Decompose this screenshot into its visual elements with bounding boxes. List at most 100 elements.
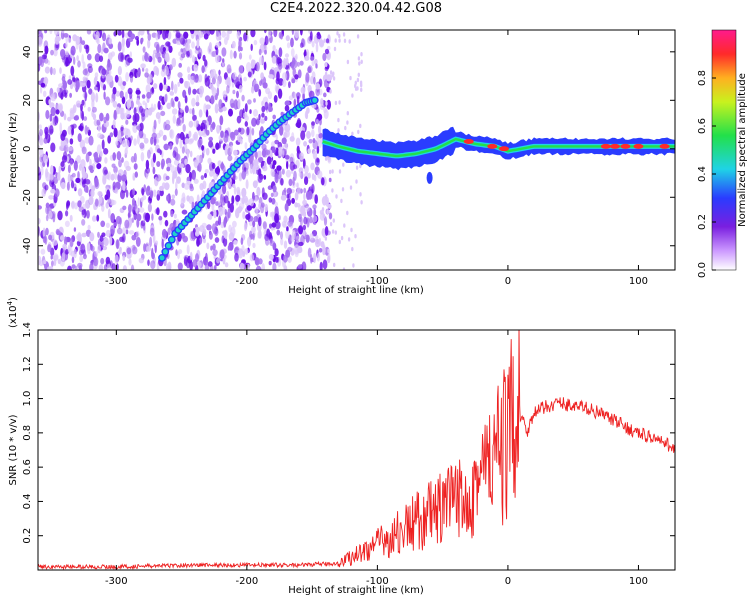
noise-blob [126, 247, 132, 255]
noise-blob [325, 101, 328, 106]
noise-blob [281, 168, 285, 175]
noise-blob [39, 129, 43, 136]
noise-blob [136, 98, 140, 103]
noise-blob [52, 67, 56, 76]
noise-blob [315, 235, 319, 241]
noise-blob [233, 186, 237, 195]
noise-blob [331, 169, 334, 174]
noise-blob [281, 145, 285, 156]
noise-blob [324, 71, 328, 77]
noise-blob [329, 89, 332, 94]
noise-blob [359, 163, 362, 169]
noise-blob [329, 169, 332, 175]
y-tick-label: 20 [22, 94, 33, 107]
noise-blob [86, 30, 92, 35]
x-tick-label: 0 [505, 576, 511, 587]
noise-blob [76, 55, 79, 62]
colorbar-label: Normalized spectral amplitude [737, 73, 748, 227]
noise-blob [216, 30, 219, 37]
noise-blob [222, 106, 227, 112]
noise-blob [84, 124, 88, 135]
noise-blob [112, 100, 118, 108]
noise-blob [310, 75, 314, 85]
noise-blob [270, 141, 276, 148]
noise-blob [271, 198, 276, 205]
noise-blob [79, 255, 84, 263]
noise-blob [234, 252, 239, 262]
noise-blob [186, 148, 190, 159]
noise-blob [201, 65, 205, 74]
noise-blob [155, 174, 162, 182]
noise-blob [283, 265, 288, 270]
x-tick-label: -100 [366, 276, 389, 287]
noise-blob [326, 200, 329, 205]
noise-blob [215, 142, 220, 150]
noise-blob [42, 236, 47, 244]
noise-blob [50, 254, 53, 260]
noise-blob [153, 83, 158, 90]
noise-blob [116, 151, 122, 161]
noise-blob [50, 142, 56, 153]
noise-blob [108, 38, 113, 45]
noise-blob [171, 80, 174, 91]
noise-blob [119, 236, 124, 242]
noise-blob [77, 200, 82, 208]
noise-blob [288, 178, 293, 187]
noise-blob [271, 55, 277, 64]
noise-blob [121, 44, 125, 54]
noise-blob [50, 107, 56, 117]
noise-blob [164, 52, 170, 63]
y-tick-label: 1.0 [22, 391, 33, 407]
noise-blob [346, 59, 350, 65]
noise-blob [156, 161, 161, 167]
noise-blob [49, 173, 54, 181]
noise-blob [300, 216, 303, 227]
noise-blob [251, 117, 257, 127]
noise-blob [173, 30, 176, 33]
noise-blob [127, 204, 132, 214]
noise-blob [73, 56, 76, 65]
noise-blob [118, 221, 121, 229]
noise-blob [184, 95, 188, 104]
noise-blob [70, 45, 76, 56]
noise-blob [117, 41, 122, 52]
noise-blob [141, 116, 144, 123]
noise-blob [253, 109, 258, 117]
noise-blob [114, 254, 119, 264]
noise-blob [162, 47, 166, 52]
noise-blob [294, 30, 300, 39]
noise-blob [256, 186, 261, 197]
noise-blob [73, 248, 77, 259]
noise-blob [256, 150, 262, 158]
plot-frame [37, 29, 676, 271]
noise-blob [241, 94, 245, 102]
noise-blob [87, 224, 91, 230]
noise-blob [210, 95, 215, 105]
noise-blob [179, 131, 185, 141]
noise-blob [223, 195, 229, 204]
noise-blob [268, 74, 274, 79]
noise-blob [149, 190, 154, 199]
noise-blob [351, 246, 354, 252]
noise-blob [62, 243, 67, 250]
noise-blob [221, 31, 227, 38]
noise-blob [85, 152, 90, 163]
noise-blob [180, 197, 184, 207]
noise-blob [243, 76, 248, 82]
noise-blob [121, 174, 127, 183]
noise-blob [77, 133, 82, 143]
tone-point [164, 241, 173, 250]
noise-blob [259, 80, 263, 86]
noise-blob [75, 80, 80, 91]
noise-blob [67, 37, 72, 44]
noise-blob [130, 156, 135, 163]
noise-blob [195, 226, 201, 233]
noise-blob [58, 165, 61, 174]
noise-blob [166, 194, 170, 202]
noise-blob [260, 202, 265, 208]
noise-blob [49, 266, 54, 270]
noise-blob [49, 125, 54, 135]
noise-blob [110, 213, 116, 224]
noise-blob [202, 128, 206, 136]
noise-blob [133, 163, 138, 170]
